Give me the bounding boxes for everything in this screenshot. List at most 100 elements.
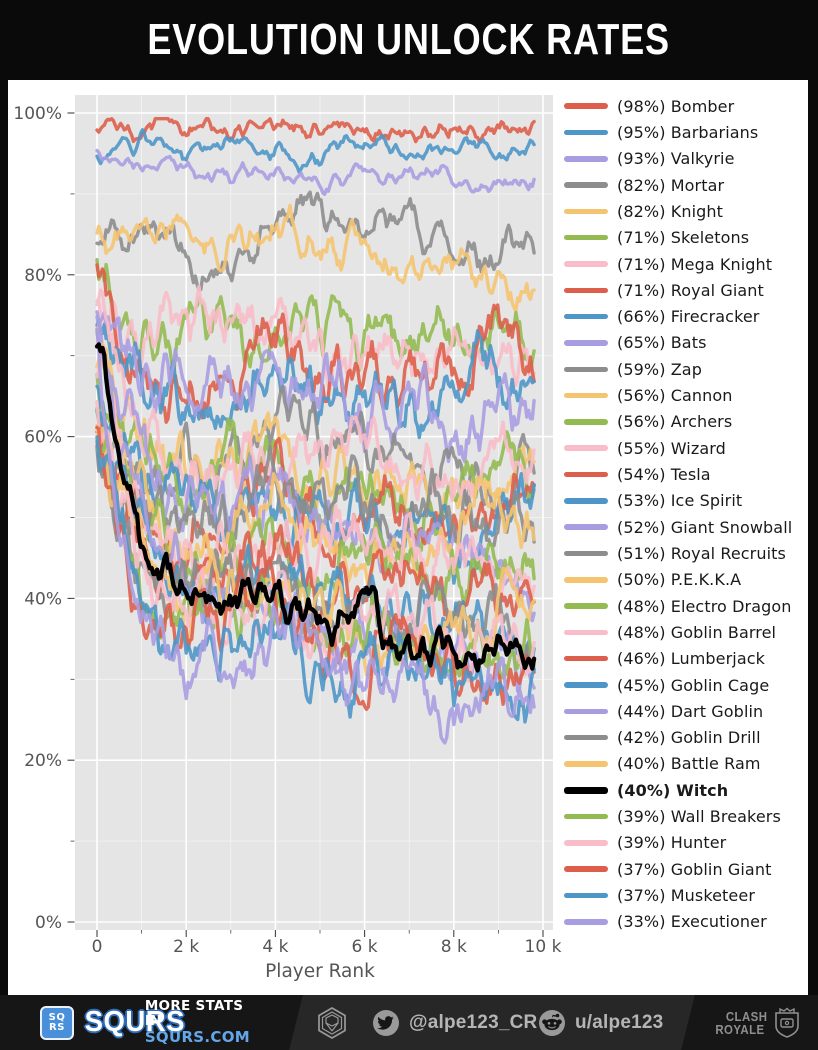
legend-label: (33%) Executioner bbox=[617, 912, 767, 932]
legend-swatch bbox=[564, 287, 608, 294]
legend-item-musketeer: (37%) Musketeer bbox=[564, 882, 808, 908]
legend-swatch bbox=[564, 340, 608, 346]
y-tick-label: 0% bbox=[35, 913, 62, 933]
page-title: EVOLUTION UNLOCK RATES bbox=[147, 15, 671, 64]
legend-swatch bbox=[564, 629, 608, 636]
x-tick-label: 8 k bbox=[441, 937, 467, 957]
legend-label: (53%) Ice Spirit bbox=[617, 491, 743, 511]
legend-label: (52%) Giant Snowball bbox=[617, 517, 793, 537]
legend-label: (37%) Goblin Giant bbox=[617, 859, 772, 879]
hexagon-logo-icon bbox=[318, 1006, 346, 1039]
reddit-link[interactable]: u/alpe123 bbox=[538, 995, 663, 1050]
legend-label: (44%) Dart Goblin bbox=[617, 701, 764, 721]
legend-label: (45%) Goblin Cage bbox=[617, 675, 770, 695]
legend-label: (42%) Goblin Drill bbox=[617, 728, 761, 748]
legend-item-zap: (59%) Zap bbox=[564, 356, 808, 382]
x-tick-label: 10 k bbox=[525, 937, 562, 957]
x-tick-label: 6 k bbox=[352, 937, 378, 957]
legend-item-firecracker: (66%) Firecracker bbox=[564, 304, 808, 330]
series-line-knight bbox=[95, 203, 536, 313]
legend-label: (40%) Witch bbox=[617, 780, 729, 800]
legend-swatch bbox=[564, 419, 608, 425]
legend-label: (98%) Bomber bbox=[617, 96, 735, 116]
legend-item-tesla: (54%) Tesla bbox=[564, 461, 808, 487]
clash-royale-logo: CLASH ROYALE bbox=[712, 995, 802, 1050]
legend-swatch bbox=[564, 577, 608, 583]
series-lines bbox=[94, 117, 537, 745]
legend-swatch bbox=[564, 761, 608, 767]
x-tick-label: 0 bbox=[92, 937, 103, 957]
legend-label: (54%) Tesla bbox=[617, 465, 711, 485]
legend-label: (39%) Hunter bbox=[617, 833, 727, 853]
legend-label: (48%) Electro Dragon bbox=[617, 596, 792, 616]
series-line-barbarians bbox=[95, 128, 536, 174]
legend-label: (82%) Mortar bbox=[617, 175, 725, 195]
legend-item-lumberjack: (46%) Lumberjack bbox=[564, 646, 808, 672]
twitter-handle: @alpe123_CR bbox=[409, 1011, 538, 1033]
legend-item-battle-ram: (40%) Battle Ram bbox=[564, 751, 808, 777]
legend-label: (93%) Valkyrie bbox=[617, 149, 735, 169]
legend-item-skeletons: (71%) Skeletons bbox=[564, 225, 808, 251]
footer-bar: SQ RS SQURS MORE STATS IN SQURS.COM bbox=[0, 995, 818, 1050]
legend-label: (56%) Cannon bbox=[617, 386, 733, 406]
squrs-wordmark: SQURS bbox=[84, 1006, 185, 1038]
legend-swatch bbox=[564, 524, 608, 530]
legend-item-goblin-cage: (45%) Goblin Cage bbox=[564, 672, 808, 698]
legend-item-bats: (65%) Bats bbox=[564, 330, 808, 356]
legend-item-bomber: (98%) Bomber bbox=[564, 93, 808, 119]
legend-swatch bbox=[564, 708, 608, 715]
legend-swatch bbox=[564, 840, 608, 846]
legend-label: (59%) Zap bbox=[617, 359, 702, 379]
squrs-logo-icon: SQ RS bbox=[40, 1005, 74, 1040]
legend-swatch bbox=[564, 603, 608, 609]
squrs-com-link[interactable]: MORE STATS IN SQURS.COM bbox=[145, 995, 250, 1050]
legend-swatch bbox=[564, 182, 608, 188]
legend-label: (56%) Archers bbox=[617, 412, 733, 432]
legend-label: (95%) Barbarians bbox=[617, 122, 759, 142]
y-tick-label: 20% bbox=[24, 751, 62, 771]
legend-item-witch: (40%) Witch bbox=[564, 777, 808, 803]
twitter-link[interactable]: @alpe123_CR bbox=[372, 995, 537, 1050]
x-tick-label: 4 k bbox=[262, 937, 288, 957]
royaleapi-logo bbox=[316, 995, 348, 1050]
royale-text: ROYALE bbox=[715, 1021, 765, 1037]
legend-item-p-e-k-k-a: (50%) P.E.K.K.A bbox=[564, 567, 808, 593]
clash-royale-shield-icon bbox=[775, 1007, 799, 1038]
legend-label: (65%) Bats bbox=[617, 333, 707, 353]
legend-swatch bbox=[564, 919, 608, 925]
more-stats-text: MORE STATS IN bbox=[144, 998, 244, 1030]
legend-swatch bbox=[564, 892, 608, 899]
legend-item-archers: (56%) Archers bbox=[564, 409, 808, 435]
legend-item-goblin-drill: (42%) Goblin Drill bbox=[564, 725, 808, 751]
series-line-bomber bbox=[95, 117, 536, 144]
legend-item-wall-breakers: (39%) Wall Breakers bbox=[564, 803, 808, 829]
series-line-mega-knight bbox=[95, 284, 536, 391]
twitter-icon bbox=[373, 1009, 399, 1036]
x-tick-label: 2 k bbox=[173, 937, 199, 957]
legend-swatch bbox=[564, 866, 608, 872]
legend-swatch bbox=[564, 103, 608, 109]
series-line-executioner bbox=[95, 327, 536, 745]
legend-label: (48%) Goblin Barrel bbox=[617, 622, 777, 642]
legend-label: (51%) Royal Recruits bbox=[617, 543, 786, 563]
chart-region: 0% 20% 40% 60% 80% 100% 0 2 k 4 k 6 k 8 k 10 k Playe… bbox=[8, 80, 808, 995]
legend-item-electro-dragon: (48%) Electro Dragon bbox=[564, 593, 808, 619]
legend-label: (66%) Firecracker bbox=[617, 307, 760, 327]
legend-swatch bbox=[564, 366, 608, 373]
y-tick-label: 80% bbox=[24, 266, 62, 286]
clash-text: CLASH bbox=[725, 1008, 768, 1024]
legend-label: (40%) Battle Ram bbox=[617, 754, 761, 774]
legend-swatch bbox=[564, 261, 608, 267]
legend-item-wizard: (55%) Wizard bbox=[564, 435, 808, 461]
squrs-brand[interactable]: SQ RS SQURS bbox=[40, 995, 188, 1050]
reddit-icon bbox=[539, 1009, 565, 1036]
legend-label: (82%) Knight bbox=[617, 201, 723, 221]
legend-swatch bbox=[564, 156, 608, 162]
legend-swatch bbox=[564, 445, 608, 451]
squrs-badge-top: SQ bbox=[48, 1011, 66, 1023]
legend-item-giant-snowball: (52%) Giant Snowball bbox=[564, 514, 808, 540]
series-line-witch bbox=[94, 342, 537, 673]
legend-item-executioner: (33%) Executioner bbox=[564, 909, 808, 935]
y-tick-label: 100% bbox=[13, 104, 62, 124]
